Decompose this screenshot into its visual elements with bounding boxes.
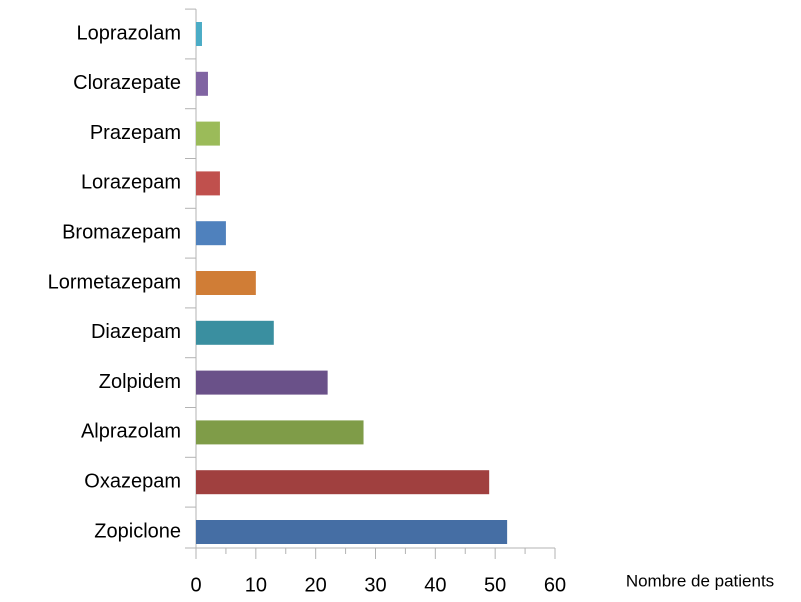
x-tick-label: 20 [305, 574, 327, 596]
bar [196, 22, 202, 46]
bar [196, 320, 274, 345]
bar [196, 121, 220, 146]
x-tick-label: 30 [364, 574, 386, 596]
y-tick-label: Zopiclone [94, 520, 181, 542]
y-tick-label: Lormetazepam [48, 271, 181, 293]
y-tick-label: Lorazepam [81, 172, 181, 194]
x-tick-label: 50 [484, 574, 506, 596]
y-tick-label: Loprazolam [76, 22, 181, 44]
bar [196, 221, 226, 246]
bar [196, 370, 328, 395]
x-tick-label: 10 [245, 574, 267, 596]
bar [196, 71, 208, 96]
bar [196, 470, 490, 495]
y-tick-label: Zolpidem [99, 371, 181, 393]
x-tick-label: 0 [190, 574, 201, 596]
y-tick-label: Diazepam [91, 321, 181, 343]
y-tick-label: Oxazepam [84, 470, 181, 492]
x-tick-label: 60 [544, 574, 566, 596]
y-tick-label: Bromazepam [62, 221, 181, 243]
bar [196, 420, 364, 445]
y-tick-label: Alprazolam [81, 421, 181, 443]
bar [196, 171, 220, 196]
x-tick-label: 40 [424, 574, 446, 596]
bar [196, 520, 508, 544]
x-axis-title: Nombre de patients [626, 571, 774, 590]
bar [196, 271, 256, 295]
y-tick-label: Prazepam [90, 122, 181, 144]
y-tick-label: Clorazepate [73, 72, 181, 94]
